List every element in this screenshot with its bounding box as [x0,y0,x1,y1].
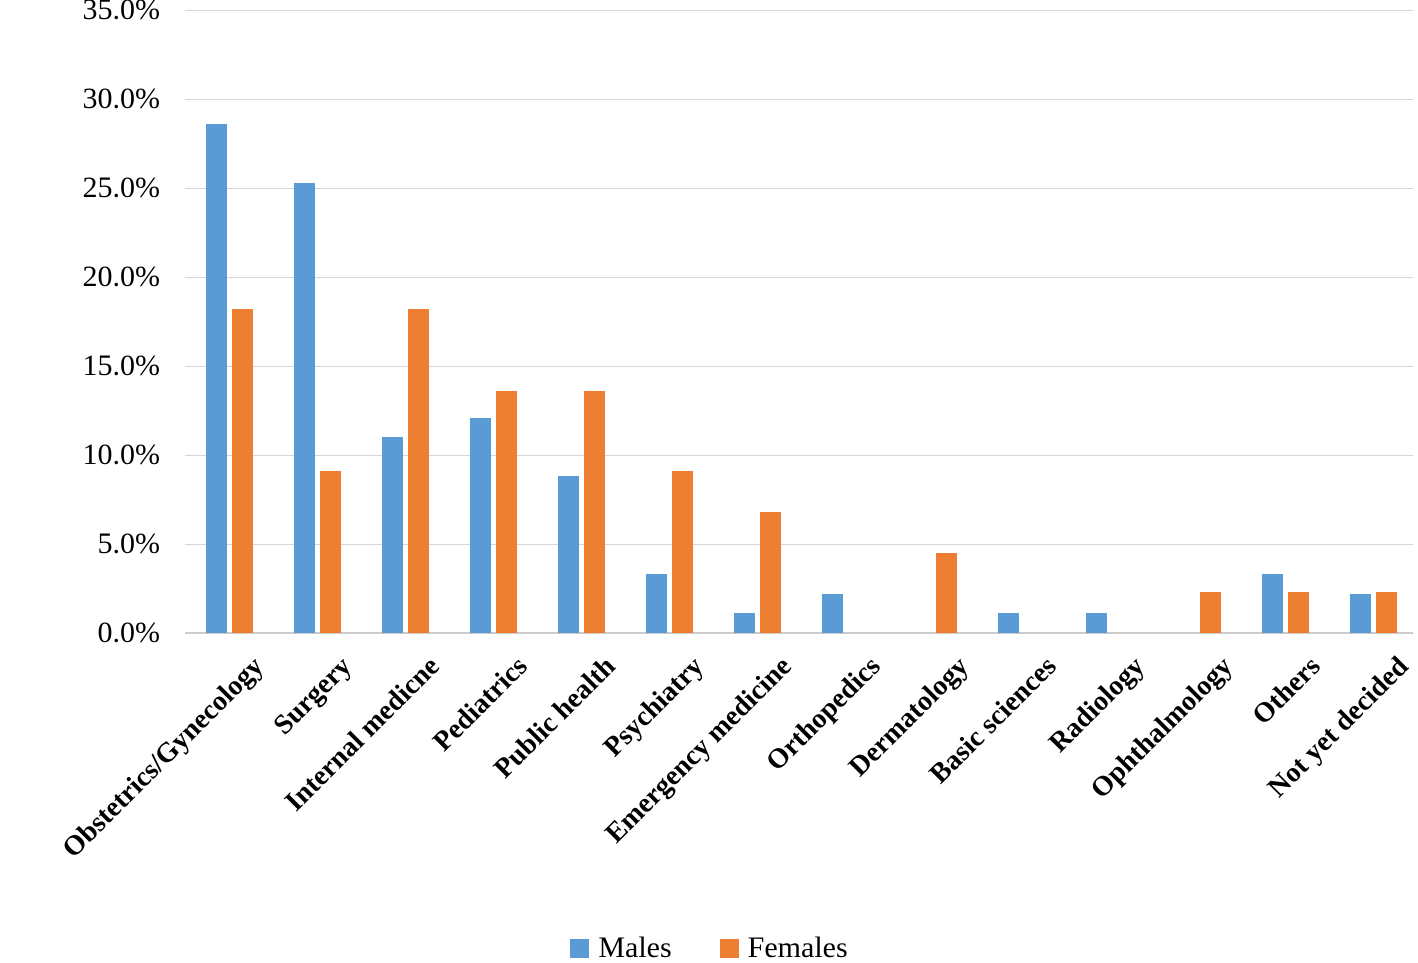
gridline [185,99,1413,100]
x-axis-label: Obstetrics/Gynecology [56,650,270,864]
males-color-swatch [570,938,590,958]
bar-males-2 [293,182,315,633]
gridline [185,188,1413,189]
legend-item-males: Males [570,931,672,963]
x-axis-line [185,632,1413,634]
bar-males-4 [469,417,491,633]
y-axis-tick-label: 20.0% [82,260,161,293]
gridline [185,455,1413,456]
bar-males-14 [1350,593,1372,633]
bar-females-2 [319,471,341,633]
legend-label-males: Males [598,931,672,963]
bar-males-5 [557,476,579,633]
females-color-swatch [719,938,739,958]
bar-females-9 [936,552,958,633]
bar-females-4 [495,390,517,633]
bar-females-12 [1200,592,1222,633]
y-axis-tick-label: 15.0% [82,349,161,382]
y-axis-tick-label: 5.0% [97,527,161,560]
bar-females-5 [583,390,605,633]
bar-females-1 [231,309,253,633]
bar-males-7 [733,613,755,633]
bar-males-8 [822,593,844,633]
bar-females-14 [1376,592,1398,633]
legend-item-females: Females [719,931,848,963]
legend: Males Females [0,928,1418,963]
gridline [185,10,1413,11]
gridline [185,277,1413,278]
y-axis-tick-label: 0.0% [97,616,161,649]
gridline [185,544,1413,545]
bar-females-6 [671,471,693,633]
legend-label-females: Females [747,931,848,963]
y-axis-tick-label: 30.0% [82,82,161,115]
bar-males-10 [998,613,1020,633]
gridline [185,366,1413,367]
bar-females-7 [759,511,781,633]
bar-males-6 [645,574,667,633]
bar-males-11 [1086,613,1108,633]
bar-males-3 [381,437,403,633]
y-axis-tick-label: 10.0% [82,438,161,471]
y-axis-tick-label: 35.0% [82,0,161,26]
bar-males-13 [1262,574,1284,633]
bar-females-3 [407,309,429,633]
bar-males-1 [205,123,227,633]
y-axis-tick-label: 25.0% [82,171,161,204]
bar-females-13 [1288,592,1310,633]
